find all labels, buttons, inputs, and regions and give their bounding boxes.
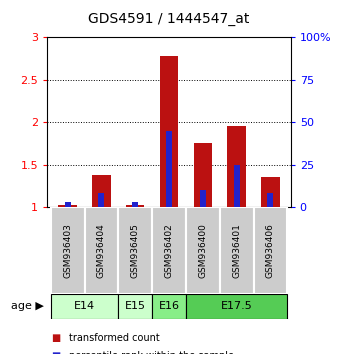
Text: E15: E15 [125, 301, 146, 311]
Bar [267, 194, 273, 207]
Bar [254, 207, 287, 294]
Bar [227, 126, 246, 207]
Bar [58, 205, 77, 207]
Bar [84, 207, 118, 294]
Bar [166, 131, 172, 207]
Bar [152, 294, 186, 319]
Bar [98, 194, 104, 207]
Text: GDS4591 / 1444547_at: GDS4591 / 1444547_at [88, 12, 250, 27]
Text: GSM936403: GSM936403 [63, 223, 72, 278]
Bar [65, 202, 71, 207]
Text: age ▶: age ▶ [11, 301, 44, 311]
Bar [126, 205, 145, 207]
Text: ■: ■ [51, 351, 60, 354]
Bar [200, 190, 206, 207]
Text: ■: ■ [51, 333, 60, 343]
Text: percentile rank within the sample: percentile rank within the sample [69, 351, 234, 354]
Text: E16: E16 [159, 301, 179, 311]
Text: GSM936404: GSM936404 [97, 223, 106, 278]
Bar [193, 143, 212, 207]
Bar [118, 294, 152, 319]
Bar [186, 207, 220, 294]
Text: GSM936402: GSM936402 [165, 223, 173, 278]
Bar [132, 202, 138, 207]
Bar [160, 56, 178, 207]
Bar [51, 207, 84, 294]
Bar [92, 175, 111, 207]
Bar [118, 207, 152, 294]
Bar [261, 177, 280, 207]
Bar [152, 207, 186, 294]
Text: E14: E14 [74, 301, 95, 311]
Bar [234, 165, 240, 207]
Text: GSM936401: GSM936401 [232, 223, 241, 278]
Bar [186, 294, 287, 319]
Text: GSM936405: GSM936405 [131, 223, 140, 278]
Text: transformed count: transformed count [69, 333, 160, 343]
Text: GSM936400: GSM936400 [198, 223, 207, 278]
Bar [51, 294, 118, 319]
Text: E17.5: E17.5 [221, 301, 252, 311]
Bar [220, 207, 254, 294]
Text: GSM936406: GSM936406 [266, 223, 275, 278]
